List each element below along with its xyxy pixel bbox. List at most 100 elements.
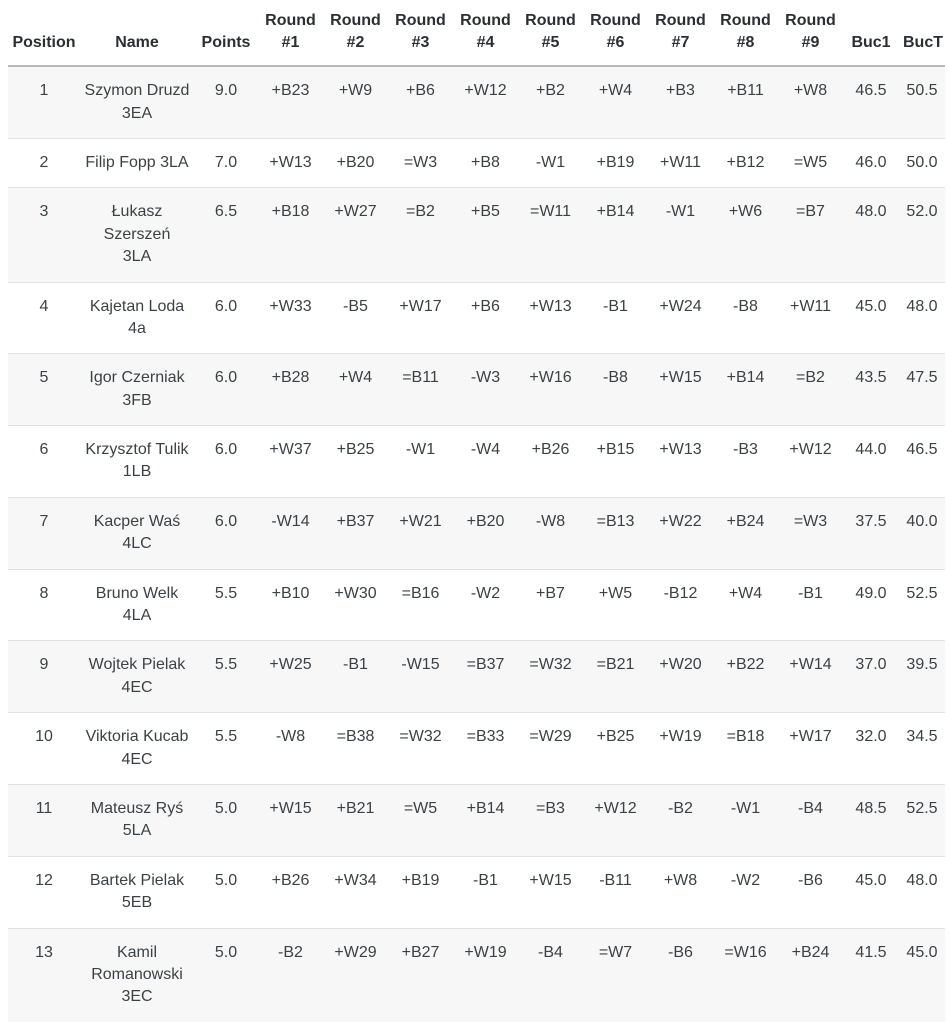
cell-round-8: +B22 bbox=[726, 656, 765, 674]
cell-buct: 52.5 bbox=[906, 800, 938, 817]
cell-round-7: +W15 bbox=[659, 369, 702, 387]
cell-round-8: +W6 bbox=[728, 203, 763, 221]
cell-position: 1 bbox=[39, 82, 49, 100]
cell-name: Viktoria Kucab 4EC bbox=[85, 728, 189, 768]
cell-round-7: +W22 bbox=[659, 512, 702, 530]
cell-buc1: 32.0 bbox=[855, 728, 887, 746]
column-header-name: Name bbox=[80, 6, 194, 68]
cell-round-9: +W17 bbox=[789, 728, 832, 746]
cell-round-7: +W19 bbox=[659, 728, 702, 746]
cell-round-1: +B18 bbox=[271, 203, 310, 221]
cell-round-8: +B12 bbox=[726, 153, 765, 171]
cell-round-1: -B2 bbox=[278, 943, 303, 961]
column-header-round-6: Round #6 bbox=[583, 6, 648, 68]
cell-round-6: +W5 bbox=[598, 584, 633, 602]
cell-round-3: =W32 bbox=[399, 728, 442, 746]
cell-position: 8 bbox=[39, 584, 49, 602]
cell-points: 6.0 bbox=[214, 369, 238, 387]
cell-round-1: +B28 bbox=[271, 369, 310, 387]
cell-name: Kajetan Loda 4a bbox=[89, 297, 185, 337]
cell-round-4: =B33 bbox=[466, 728, 505, 746]
cell-round-1: -W8 bbox=[275, 728, 306, 746]
cell-round-7: +W11 bbox=[659, 153, 702, 171]
cell-name: Igor Czerniak 3FB bbox=[89, 369, 185, 409]
cell-round-5: +B26 bbox=[531, 441, 570, 459]
cell-buc1: 37.5 bbox=[855, 512, 887, 530]
cell-points: 5.0 bbox=[214, 800, 238, 817]
cell-name: Kamil Romanowski 3EC bbox=[91, 943, 183, 1006]
cell-buct: 50.0 bbox=[906, 153, 938, 171]
cell-round-5: +W13 bbox=[529, 297, 572, 315]
cell-round-8: -B8 bbox=[733, 297, 758, 315]
cell-round-5: =B3 bbox=[536, 800, 565, 817]
cell-round-6: =B21 bbox=[596, 656, 635, 674]
table-row: 8 Bruno Welk 4LA 5.5 +B10 +W30 =B16 -W2 +B7 +W5 -… bbox=[8, 569, 945, 641]
cell-round-9: +W8 bbox=[793, 82, 828, 100]
table-row: 1 Szymon Druzd 3EA 9.0 +B23 +W9 +B6 +W12 +B2 +W4… bbox=[8, 66, 945, 139]
cell-buct: 52.0 bbox=[906, 203, 938, 221]
cell-buc1: 46.5 bbox=[855, 82, 887, 100]
cell-points: 6.0 bbox=[214, 512, 238, 530]
cell-round-1: +B26 bbox=[271, 871, 310, 889]
cell-name: Bartek Pielak 5EB bbox=[89, 871, 185, 912]
cell-round-8: -W2 bbox=[730, 871, 761, 889]
cell-round-9: =W3 bbox=[793, 512, 828, 530]
cell-round-4: -W2 bbox=[470, 584, 501, 602]
column-header-position: Position bbox=[8, 6, 80, 68]
table-row: 4 Kajetan Loda 4a 6.0 +W33 -B5 +W17 +B6 +W13 -B1… bbox=[8, 282, 945, 354]
cell-round-3: =W3 bbox=[403, 153, 438, 171]
cell-position: 10 bbox=[35, 728, 53, 746]
cell-round-7: +B3 bbox=[666, 82, 695, 100]
cell-round-9: +W12 bbox=[789, 441, 832, 459]
cell-name: Bruno Welk 4LA bbox=[95, 584, 179, 625]
cell-buc1: 45.0 bbox=[855, 871, 887, 889]
cell-points: 7.0 bbox=[214, 153, 238, 171]
cell-round-1: -W14 bbox=[271, 512, 310, 530]
table-row: 10 Viktoria Kucab 4EC 5.5 -W8 =B38 =W32 =B33 =W… bbox=[8, 712, 945, 785]
cell-points: 5.0 bbox=[214, 943, 238, 961]
cell-position: 13 bbox=[35, 943, 53, 961]
cell-round-2: +B25 bbox=[336, 441, 375, 459]
cell-round-6: +B15 bbox=[596, 441, 635, 459]
cell-round-2: +W34 bbox=[334, 871, 377, 889]
cell-round-8: =W16 bbox=[724, 943, 767, 961]
cell-buc1: 45.0 bbox=[855, 297, 887, 315]
cell-position: 4 bbox=[39, 297, 49, 315]
cell-round-7: +W13 bbox=[659, 441, 702, 459]
table-row: 2 Filip Fopp 3LA 7.0 +W13 +B20 =W3 +B8 -W1 +B19 +… bbox=[8, 138, 945, 187]
cell-round-1: +W37 bbox=[269, 441, 312, 459]
cell-round-5: =W29 bbox=[529, 728, 572, 746]
column-header-points: Points bbox=[194, 6, 258, 68]
cell-position: 3 bbox=[39, 203, 49, 221]
cell-round-2: +B20 bbox=[336, 153, 375, 171]
cell-name: Łukasz Szerszeń 3LA bbox=[103, 203, 171, 266]
cell-round-6: +W4 bbox=[598, 82, 633, 100]
cell-round-2: -B5 bbox=[343, 297, 368, 315]
column-header-round-2: Round #2 bbox=[323, 6, 388, 68]
cell-position: 12 bbox=[35, 871, 53, 889]
cell-name: Mateusz Ryś 5LA bbox=[90, 800, 184, 840]
cell-round-5: -W8 bbox=[535, 512, 566, 530]
cell-round-3: =B16 bbox=[401, 584, 440, 602]
cell-name: Krzysztof Tulik 1LB bbox=[85, 441, 189, 481]
cell-round-4: -B1 bbox=[473, 871, 498, 889]
cell-round-2: +B21 bbox=[336, 800, 375, 817]
cell-buct: 47.5 bbox=[906, 369, 938, 387]
cell-round-8: +B14 bbox=[726, 369, 765, 387]
cell-round-3: +B6 bbox=[406, 82, 435, 100]
cell-round-4: +W12 bbox=[464, 82, 507, 100]
cell-round-7: -B2 bbox=[668, 800, 693, 817]
cell-round-3: =W5 bbox=[403, 800, 438, 817]
table-row: 13 Kamil Romanowski 3EC 5.0 -B2 +W29 +B27 +W19… bbox=[8, 928, 945, 1022]
cell-round-3: -W15 bbox=[401, 656, 440, 674]
cell-round-5: =W32 bbox=[529, 656, 572, 674]
cell-name: Wojtek Pielak 4EC bbox=[88, 656, 186, 696]
cell-points: 6.5 bbox=[214, 203, 238, 221]
column-header-round-8: Round #8 bbox=[713, 6, 778, 68]
cell-round-6: =W7 bbox=[598, 943, 633, 961]
cell-points: 5.0 bbox=[214, 871, 238, 889]
cell-buc1: 48.5 bbox=[855, 800, 887, 817]
cell-round-9: +W14 bbox=[789, 656, 832, 674]
cell-points: 5.5 bbox=[214, 656, 238, 674]
cell-round-7: +W8 bbox=[663, 871, 698, 889]
